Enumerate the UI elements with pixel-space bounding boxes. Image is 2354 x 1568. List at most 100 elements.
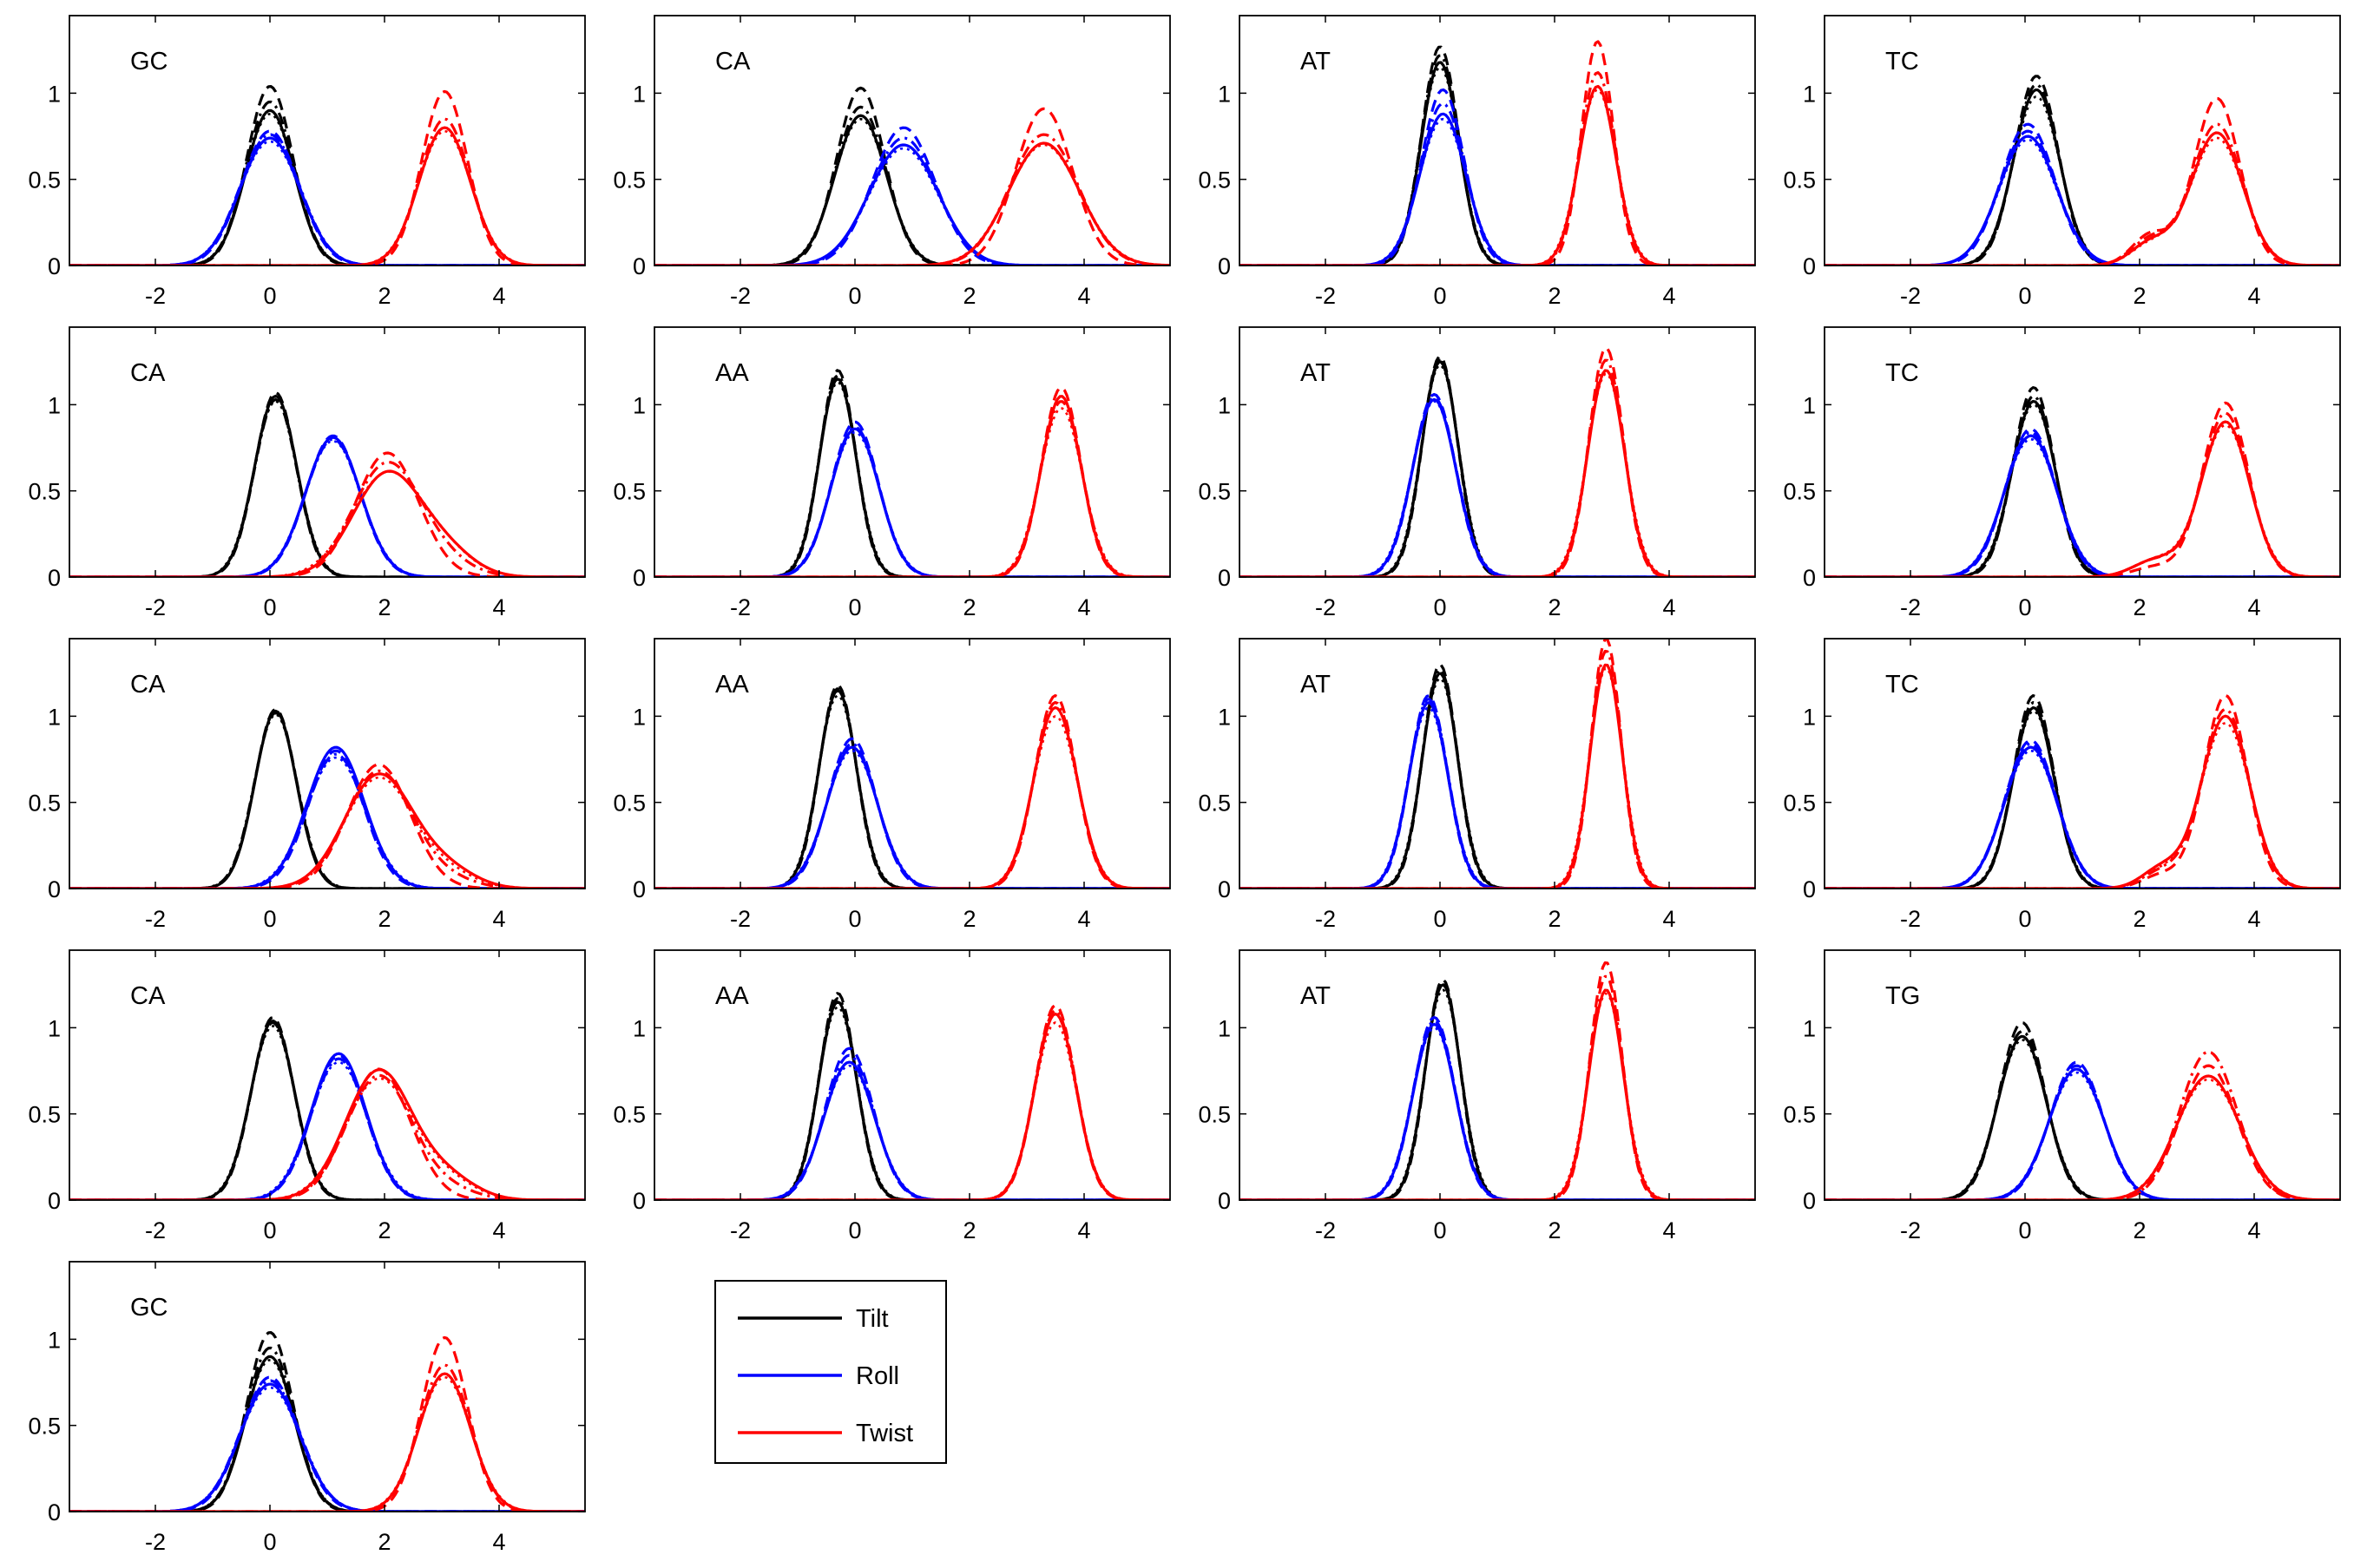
panel-label: AA [715, 671, 749, 699]
y-tick-label: 0 [633, 565, 646, 591]
y-tick-label: 1 [1803, 704, 1816, 730]
x-tick-label: 2 [378, 283, 391, 309]
series-roll-solid [69, 745, 585, 889]
panel-label: GC [130, 1294, 168, 1322]
series-twist-dotted [1825, 721, 2340, 889]
x-tick-label: 0 [1433, 1217, 1446, 1243]
panel-label: AT [1300, 671, 1331, 699]
series-roll-dotted [1239, 400, 1755, 577]
series-twist-dotted [69, 1375, 585, 1512]
y-tick-label: 1 [633, 704, 646, 730]
y-tick-label: 0 [1803, 876, 1816, 902]
panel: -2 0 2 4 0 0.5 1 GC [28, 1261, 586, 1555]
x-tick-label: 4 [1662, 1217, 1675, 1243]
axes-box [654, 949, 1171, 1201]
x-tick-label: -2 [1900, 594, 1921, 620]
axes-box [69, 949, 586, 1201]
x-tick-label: -2 [145, 906, 166, 932]
x-tick-label: 4 [492, 1217, 505, 1243]
y-tick-label: 0 [48, 1499, 61, 1525]
axes-box [654, 326, 1171, 578]
x-tick-label: 0 [2018, 906, 2031, 932]
panel: -2 0 2 4 0 0.5 1 AT [1198, 949, 1756, 1243]
panel-label: TG [1885, 982, 1920, 1010]
panel-label: CA [130, 671, 166, 699]
panel: -2 0 2 4 0 0.5 1 CA [28, 638, 586, 932]
axes-box [69, 326, 586, 578]
x-tick-label: 2 [378, 1529, 391, 1555]
panel: -2 0 2 4 0 0.5 1 CA [28, 949, 586, 1243]
y-tick-label: 0 [48, 876, 61, 902]
y-tick-label: 0.5 [28, 1414, 61, 1440]
series-tilt-dotted [69, 400, 585, 577]
y-tick-label: 0 [1803, 565, 1816, 591]
y-tick-label: 0.5 [28, 791, 61, 817]
x-tick-label: 4 [1662, 283, 1675, 309]
x-tick-label: 4 [2247, 1217, 2260, 1243]
x-tick-label: 4 [2247, 906, 2260, 932]
y-tick-label: 0 [1803, 253, 1816, 279]
x-tick-label: -2 [145, 1217, 166, 1243]
y-tick-label: 1 [1218, 392, 1231, 418]
y-tick-label: 1 [1218, 81, 1231, 107]
y-tick-label: 0 [1218, 565, 1231, 591]
series-roll-dashdot [1239, 102, 1755, 266]
series-roll-dashdot [654, 136, 1170, 266]
x-tick-label: 2 [2133, 906, 2146, 932]
axes-box [654, 15, 1171, 266]
panel: -2 0 2 4 0 0.5 1 AT [1198, 326, 1756, 620]
series-roll-solid [654, 143, 1170, 266]
x-tick-label: -2 [730, 283, 751, 309]
x-tick-label: 0 [1433, 594, 1446, 620]
x-tick-label: -2 [145, 283, 166, 309]
series-roll-dotted [1825, 1071, 2340, 1200]
y-tick-label: 0.5 [613, 1102, 646, 1128]
series-tilt-dotted [69, 713, 585, 889]
panel: -2 0 2 4 0 0.5 1 AT [1198, 15, 1756, 309]
x-tick-label: 4 [492, 1529, 505, 1555]
series-roll-dashdot [69, 752, 585, 889]
x-tick-label: -2 [730, 1217, 751, 1243]
y-tick-label: 0.5 [1783, 167, 1816, 194]
y-tick-label: 0.5 [1783, 479, 1816, 505]
x-tick-label: 0 [1433, 283, 1446, 309]
series-roll-solid [654, 745, 1170, 889]
series-roll-dashed [1239, 1015, 1755, 1200]
x-tick-label: 0 [848, 906, 861, 932]
x-tick-label: -2 [145, 1529, 166, 1555]
y-tick-label: 0 [1218, 1188, 1231, 1214]
x-tick-label: -2 [1315, 1217, 1336, 1243]
x-tick-label: 2 [963, 1217, 976, 1243]
x-tick-label: 4 [1077, 1217, 1090, 1243]
series-roll-dashdot [1825, 742, 2340, 889]
x-tick-label: 0 [263, 906, 276, 932]
y-tick-label: 0 [633, 253, 646, 279]
x-tick-label: 2 [1548, 594, 1561, 620]
panel-label: TC [1885, 48, 1919, 75]
panel-label: TC [1885, 671, 1919, 699]
series-roll-dashed [1825, 1060, 2340, 1200]
y-tick-label: 1 [1803, 392, 1816, 418]
x-tick-label: 4 [1077, 594, 1090, 620]
x-tick-label: 4 [1077, 283, 1090, 309]
x-tick-label: 2 [2133, 1217, 2146, 1243]
panel: -2 0 2 4 0 0.5 1 CA [28, 326, 586, 620]
legend-label-tilt: Tilt [856, 1305, 889, 1333]
y-tick-label: 1 [1803, 81, 1816, 107]
x-tick-label: 0 [2018, 594, 2031, 620]
x-tick-label: 2 [378, 1217, 391, 1243]
series-twist-dashed [69, 89, 585, 266]
panel: -2 0 2 4 0 0.5 1 AA [613, 949, 1171, 1243]
x-tick-label: -2 [145, 594, 166, 620]
series-roll-dotted [69, 1386, 585, 1512]
axes-box [1239, 326, 1756, 578]
y-tick-label: 0.5 [1198, 479, 1231, 505]
y-tick-label: 0.5 [1783, 791, 1816, 817]
x-tick-label: 2 [963, 906, 976, 932]
y-tick-label: 1 [48, 1327, 61, 1353]
y-tick-label: 1 [633, 392, 646, 418]
panel-label: GC [130, 48, 168, 75]
panel-label: AT [1300, 359, 1331, 387]
y-tick-label: 1 [48, 1015, 61, 1041]
axes-box [1824, 638, 2341, 889]
